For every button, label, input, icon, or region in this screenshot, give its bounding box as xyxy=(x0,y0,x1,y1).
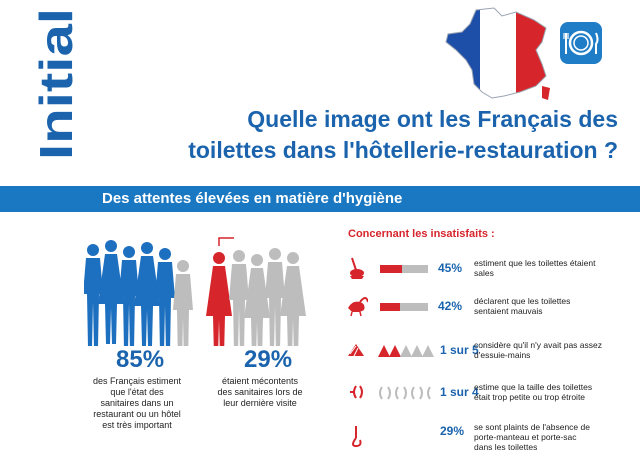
proportion-bar xyxy=(380,265,428,273)
proportion-bar-fill xyxy=(380,303,401,311)
brand-wordmark: Initial xyxy=(34,8,78,160)
row-value: 42% xyxy=(438,299,463,313)
banner-title: Des attentes élevées en matière d'hygièn… xyxy=(102,190,403,207)
row-description: estiment que les toilettes étaient sales xyxy=(474,258,596,278)
stat-29-value: 29% xyxy=(244,346,293,373)
insatisfaits-row: 42% déclarent que les toilettes sentaien… xyxy=(346,290,626,324)
proportion-bar xyxy=(380,303,428,311)
section-banner: Des attentes élevées en matière d'hygièn… xyxy=(0,186,640,212)
paper-towel-row-icon xyxy=(378,345,434,357)
stat-29-caption: étaient mécontents des sanitaires lors d… xyxy=(217,376,303,408)
proportion-bar-fill xyxy=(380,265,402,273)
row-description: déclarent que les toilettes sentaient ma… xyxy=(474,296,571,316)
plate-fork-knife-icon xyxy=(560,22,602,64)
insatisfaits-row: 1 sur 5 considère qu'il n'y avait pas as… xyxy=(346,334,626,368)
stat-85-value: 85% xyxy=(116,346,165,373)
narrow-space-icon xyxy=(346,380,368,404)
stat-85-caption: des Français estiment que l'état des san… xyxy=(92,376,182,430)
insatisfaits-row: 1 sur 4 estime que la taille des toilett… xyxy=(346,376,626,410)
brand-logo: Initial xyxy=(34,6,78,162)
row-value: 1 sur 4 xyxy=(440,385,479,399)
insatisfaits-row: 29% se sont plaints de l'absence de port… xyxy=(346,420,626,454)
row-value: 1 sur 5 xyxy=(440,343,479,357)
title-line-2: toilettes dans l'hôtellerie-restauration… xyxy=(188,137,618,163)
toilet-brush-icon xyxy=(346,256,368,280)
row-description: considère qu'il n'y avait pas assez d'es… xyxy=(474,340,602,360)
coat-hook-icon xyxy=(346,424,368,448)
skunk-icon xyxy=(346,294,369,318)
france-map-icon xyxy=(442,6,554,102)
row-description: se sont plaints de l'absence de porte-ma… xyxy=(474,422,590,452)
row-value: 45% xyxy=(438,261,463,275)
people-illustration xyxy=(83,236,336,364)
row-value: 29% xyxy=(440,424,465,438)
insatisfaits-row: 45% estiment que les toilettes étaient s… xyxy=(346,252,626,286)
narrow-space-row-icon xyxy=(379,386,431,400)
insatisfaits-title: Concernant les insatisfaits : xyxy=(348,228,495,240)
row-description: estime que la taille des toilettes était… xyxy=(474,382,593,402)
paper-towel-icon xyxy=(346,338,368,362)
page-title: Quelle image ont les Français des toilet… xyxy=(138,104,618,166)
title-line-1: Quelle image ont les Français des xyxy=(247,106,618,132)
